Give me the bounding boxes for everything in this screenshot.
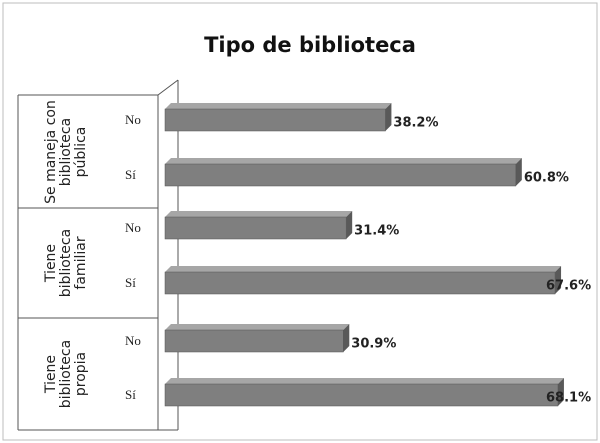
bar-side <box>385 103 392 131</box>
category-label: Sí <box>125 275 136 290</box>
value-label: 67.6% <box>546 279 591 294</box>
bar <box>164 108 386 132</box>
group-label: Se maneja con biblioteca pública <box>42 99 89 204</box>
value-label: 38.2% <box>393 116 438 131</box>
axis-wall <box>157 79 179 96</box>
bar <box>164 163 517 187</box>
bar-side <box>515 158 522 186</box>
bar-side <box>343 324 350 352</box>
bar-side <box>557 378 564 406</box>
value-label: 68.1% <box>546 391 591 406</box>
bar-top <box>165 378 564 384</box>
chart-title: Tipo de biblioteca <box>204 33 416 57</box>
value-label: 30.9% <box>351 337 396 352</box>
group-label: Tiene biblioteca familiar <box>42 228 89 298</box>
bar-side <box>555 266 562 294</box>
bar <box>164 216 347 240</box>
category-label: Sí <box>125 167 136 182</box>
category-label: No <box>125 112 141 127</box>
bar <box>164 329 344 353</box>
value-label: 60.8% <box>524 171 569 186</box>
bar-top <box>165 103 392 109</box>
bar-top <box>165 211 353 217</box>
category-label: Sí <box>125 387 136 402</box>
bar-top <box>165 324 350 330</box>
bar-side <box>346 211 353 239</box>
value-label: 31.4% <box>354 224 399 239</box>
bar-top <box>165 266 562 272</box>
group-label: Tiene biblioteca propia <box>42 339 89 409</box>
category-label: No <box>125 220 141 235</box>
bar <box>164 271 556 295</box>
bar <box>164 383 559 407</box>
category-label: No <box>125 333 141 348</box>
bar-top <box>165 158 522 164</box>
